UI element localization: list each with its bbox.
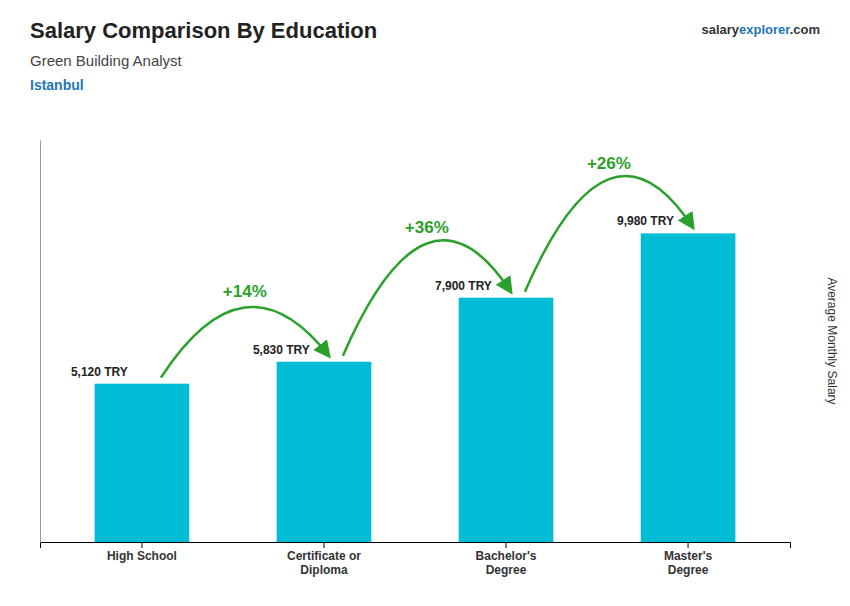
source: salaryexplorer.com	[701, 22, 820, 37]
x-tick-label-line: Degree	[486, 563, 527, 577]
chart: Salary Comparison By Education Green Buil…	[0, 0, 850, 606]
growth-arrows: +14% +36% +26%	[161, 154, 693, 378]
x-tick-label: High School	[107, 549, 177, 563]
subtitle: Green Building Analyst	[30, 52, 183, 69]
growth-label: +14%	[223, 282, 267, 301]
growth-arrow	[161, 307, 329, 378]
x-tick-mark	[688, 542, 689, 548]
x-axis: High School Certificate orDiploma Bachelor…	[41, 542, 791, 577]
x-tick-mark	[323, 542, 324, 548]
x-axis-line	[41, 543, 791, 549]
x-tick: Master'sDegree	[664, 542, 713, 577]
x-tick-label: Certificate orDiploma	[287, 549, 361, 577]
y-axis-title: Average Monthly Salary	[825, 277, 839, 404]
bar	[277, 362, 372, 542]
x-tick-label-line: Bachelor's	[476, 549, 537, 563]
data-label: 9,980 TRY	[617, 214, 674, 228]
plot: High School Certificate orDiploma Bachelor…	[41, 141, 791, 577]
x-tick-label-line: Master's	[664, 549, 713, 563]
data-labels: 5,120 TRY 5,830 TRY 7,900 TRY 9,980 TRY	[71, 214, 674, 378]
growth-arrow	[525, 176, 693, 292]
x-tick: High School	[107, 542, 177, 563]
growth-arrow	[343, 240, 511, 355]
x-tick-label-line: High School	[107, 549, 177, 563]
bar	[641, 233, 736, 542]
title: Salary Comparison By Education	[30, 18, 377, 43]
x-tick: Certificate orDiploma	[287, 542, 361, 577]
y-axis-line	[40, 141, 41, 543]
data-label: 5,830 TRY	[253, 343, 310, 357]
location: Istanbul	[30, 77, 84, 93]
bars	[95, 233, 736, 542]
x-tick: Bachelor'sDegree	[476, 542, 537, 577]
source-part: .com	[790, 22, 820, 37]
bar	[459, 298, 554, 542]
bar	[95, 384, 190, 542]
x-tick-label-line: Diploma	[300, 563, 348, 577]
x-tick-label-line: Degree	[668, 563, 709, 577]
source-part: explorer	[739, 22, 790, 37]
growth-label: +26%	[587, 154, 631, 173]
data-label: 5,120 TRY	[71, 365, 128, 379]
x-tick-mark	[506, 542, 507, 548]
x-tick-label: Master'sDegree	[664, 549, 713, 577]
y-axis	[40, 141, 41, 543]
growth-label: +36%	[405, 218, 449, 237]
source-part: salary	[701, 22, 739, 37]
x-tick-mark	[141, 542, 142, 548]
x-tick-label-line: Certificate or	[287, 549, 361, 563]
data-label: 7,900 TRY	[435, 279, 492, 293]
x-tick-label: Bachelor'sDegree	[476, 549, 537, 577]
